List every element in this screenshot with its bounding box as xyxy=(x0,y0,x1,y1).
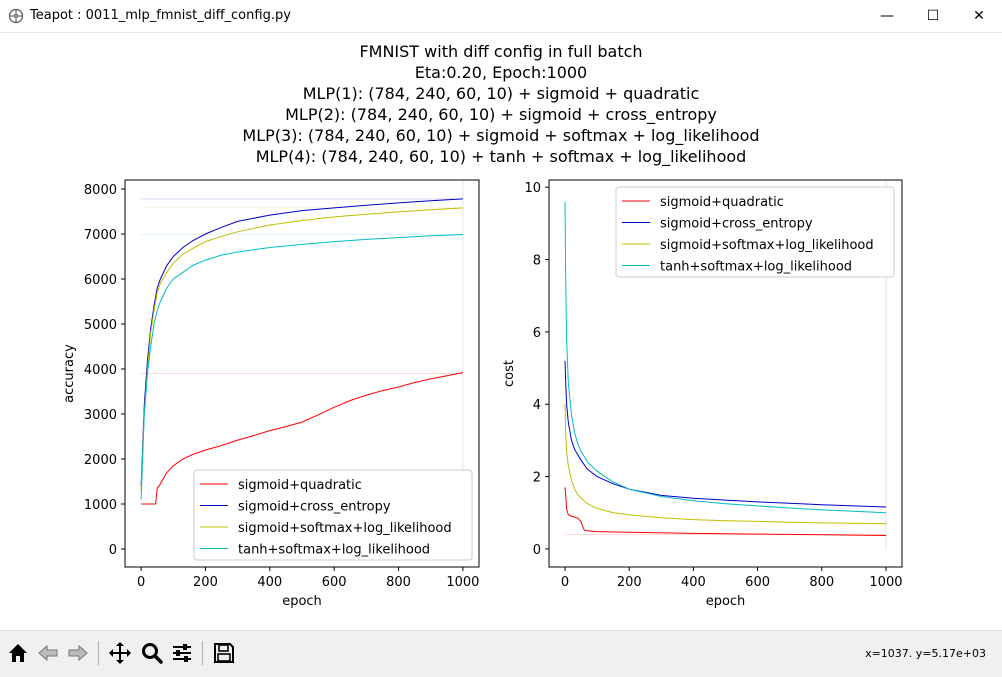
y-axis-label: accuracy xyxy=(62,344,77,403)
x-tick-label: 600 xyxy=(322,575,347,590)
legend-label: tanh+softmax+log_likelihood xyxy=(660,260,852,275)
y-tick-label: 8 xyxy=(533,254,541,269)
y-tick-label: 2000 xyxy=(84,453,117,468)
figure-title-line: MLP(2): (784, 240, 60, 10) + sigmoid + c… xyxy=(285,105,717,125)
figure-canvas[interactable]: FMNIST with diff config in full batch Et… xyxy=(0,33,1002,630)
x-tick-label: 1000 xyxy=(446,575,479,590)
x-axis-label: epoch xyxy=(706,594,746,609)
y-tick-label: 4000 xyxy=(84,363,117,378)
pan-button[interactable] xyxy=(106,639,134,667)
series-line xyxy=(564,201,887,514)
toolbar-separator xyxy=(98,641,99,665)
y-tick-label: 7000 xyxy=(84,228,117,243)
plot-frame xyxy=(548,179,903,568)
x-tick-label: 1000 xyxy=(869,575,902,590)
plot-frame xyxy=(124,179,480,568)
y-tick-label: 5000 xyxy=(84,318,117,333)
x-tick-label: 400 xyxy=(257,575,282,590)
figure-title-line: FMNIST with diff config in full batch xyxy=(359,42,642,61)
y-tick-label: 4 xyxy=(533,398,541,413)
legend-label: sigmoid+softmax+log_likelihood xyxy=(660,238,874,253)
save-button[interactable] xyxy=(210,639,238,667)
minimize-icon: — xyxy=(880,8,894,24)
legend-label: sigmoid+quadratic xyxy=(238,478,362,493)
y-tick-label: 0 xyxy=(109,543,117,558)
x-tick-label: 200 xyxy=(193,575,218,590)
legend-label: sigmoid+softmax+log_likelihood xyxy=(238,521,452,536)
configure-icon xyxy=(173,644,191,662)
series-line xyxy=(140,207,463,491)
x-tick-label: 200 xyxy=(617,575,642,590)
pan-icon xyxy=(109,642,131,664)
x-tick-label: 400 xyxy=(681,575,706,590)
toolbar-separator xyxy=(202,641,203,665)
save-icon xyxy=(214,643,234,663)
back-button[interactable] xyxy=(34,639,62,667)
forward-button[interactable] xyxy=(64,639,92,667)
figure-title-line: MLP(1): (784, 240, 60, 10) + sigmoid + q… xyxy=(303,84,700,103)
y-tick-label: 1000 xyxy=(84,498,117,513)
back-icon xyxy=(38,644,58,662)
legend-label: tanh+softmax+log_likelihood xyxy=(238,543,430,558)
figure-title-line: Eta:0.20, Epoch:1000 xyxy=(415,63,587,82)
y-tick-label: 6 xyxy=(533,326,541,341)
home-icon xyxy=(9,644,27,662)
series-line xyxy=(140,198,463,487)
minimize-button[interactable]: — xyxy=(864,0,910,32)
x-tick-label: 800 xyxy=(386,575,411,590)
figure-svg: FMNIST with diff config in full batch Et… xyxy=(62,42,903,609)
y-tick-label: 10 xyxy=(524,181,541,196)
home-button[interactable] xyxy=(4,639,32,667)
maximize-button[interactable]: ☐ xyxy=(910,0,956,32)
y-tick-label: 2 xyxy=(533,471,541,486)
cursor-coordinates: x=1037. y=5.17e+03 xyxy=(865,647,986,660)
x-tick-label: 0 xyxy=(137,575,145,590)
legend-label: sigmoid+cross_entropy xyxy=(238,500,391,515)
y-tick-label: 8000 xyxy=(84,183,117,198)
series-line xyxy=(564,360,887,508)
cost-plot: 0 200 400 600 800 1000 0 2 4 6 8 10 epoch cost sigmoid… xyxy=(502,179,903,609)
y-tick-label: 3000 xyxy=(84,408,117,423)
configure-subplots-button[interactable] xyxy=(168,639,196,667)
figure-title-line: MLP(4): (784, 240, 60, 10) + tanh + soft… xyxy=(256,147,747,167)
x-tick-label: 600 xyxy=(745,575,770,590)
legend-box xyxy=(615,186,895,278)
navigation-toolbar: x=1037. y=5.17e+03 xyxy=(0,630,1002,677)
y-axis-label: cost xyxy=(502,360,517,387)
series-line xyxy=(564,487,887,536)
figure-title: FMNIST with diff config in full batch Et… xyxy=(242,42,759,167)
series-line xyxy=(141,372,463,505)
y-tick-label: 0 xyxy=(533,543,541,558)
close-button[interactable]: ✕ xyxy=(956,0,1002,32)
accuracy-plot: 0 200 400 600 800 1000 0 1000 2000 3000 4000 5000 60… xyxy=(62,179,480,609)
app-icon xyxy=(8,8,24,24)
legend-label: sigmoid+quadratic xyxy=(660,195,784,210)
close-icon: ✕ xyxy=(973,8,985,24)
x-axis-label: epoch xyxy=(282,594,322,609)
y-tick-label: 6000 xyxy=(84,273,117,288)
figure-title-line: MLP(3): (784, 240, 60, 10) + sigmoid + s… xyxy=(242,126,759,146)
window-title: Teapot : 0011_mlp_fmnist_diff_config.py xyxy=(30,8,291,23)
legend-label: sigmoid+cross_entropy xyxy=(660,217,813,232)
series-line xyxy=(140,234,463,500)
maximize-icon: ☐ xyxy=(926,8,940,24)
legend-box xyxy=(193,469,473,561)
zoom-icon xyxy=(142,643,163,664)
series-line xyxy=(564,404,887,525)
zoom-button[interactable] xyxy=(138,639,166,667)
window-titlebar: Teapot : 0011_mlp_fmnist_diff_config.py … xyxy=(0,0,1002,33)
x-tick-label: 800 xyxy=(809,575,834,590)
x-tick-label: 0 xyxy=(561,575,569,590)
forward-icon xyxy=(68,644,88,662)
